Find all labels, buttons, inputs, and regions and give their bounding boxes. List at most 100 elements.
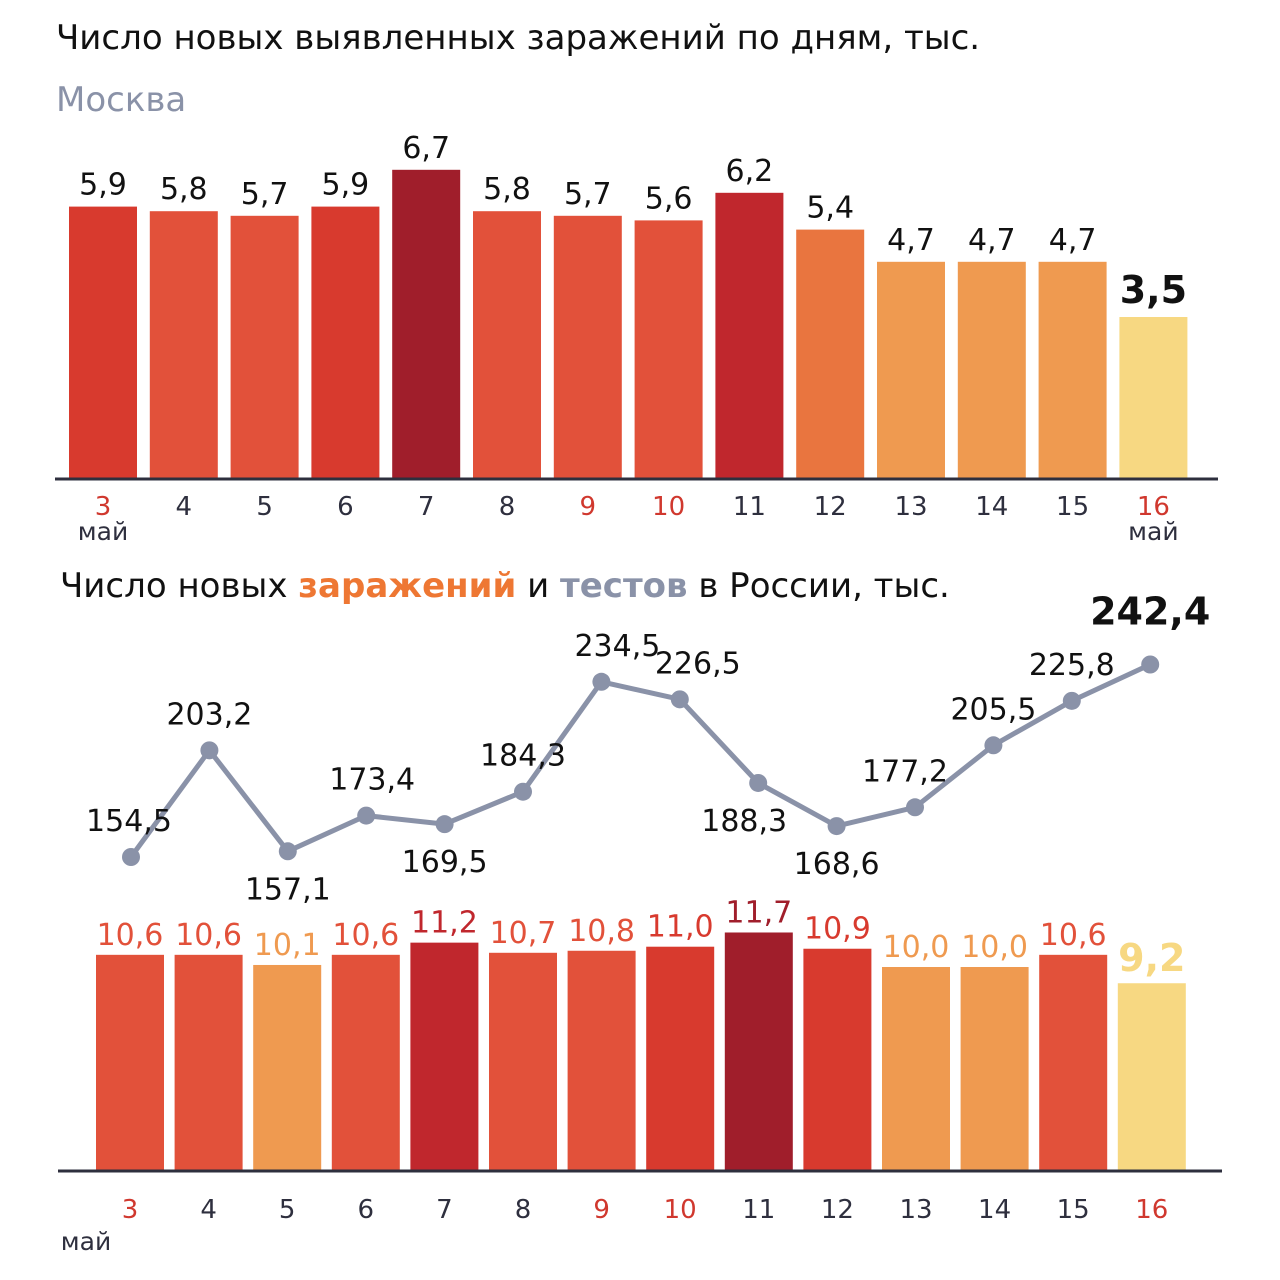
line-data-label: 157,1 [245, 872, 331, 907]
bar [311, 206, 380, 478]
data-point [592, 672, 611, 691]
tick-label: 10 [652, 492, 685, 522]
line-data-label: 173,4 [329, 763, 415, 798]
data-label: 10,6 [332, 918, 399, 953]
tick-label: 6 [358, 1195, 375, 1225]
tick-label: 15 [1057, 1195, 1090, 1225]
month-label: май [61, 1227, 111, 1256]
tick-label: 4 [176, 492, 193, 522]
data-point [1141, 655, 1160, 674]
bar [553, 215, 622, 479]
data-label: 5,9 [322, 168, 370, 203]
data-point [357, 806, 376, 825]
tick-label: 7 [436, 1195, 453, 1225]
tick-label: 8 [515, 1195, 532, 1225]
data-point [278, 842, 297, 861]
bar [646, 946, 715, 1170]
bar [473, 211, 541, 478]
bar [392, 169, 461, 479]
tick-label: 14 [975, 492, 1008, 522]
tick-label: 5 [256, 492, 273, 522]
title-part-tests: тестов [560, 566, 688, 606]
data-point [1062, 691, 1081, 710]
data-label: 11,7 [725, 895, 792, 930]
line-data-label: 184,3 [480, 739, 566, 774]
bar [149, 211, 218, 478]
line-data-label: 234,5 [574, 629, 660, 664]
bar [803, 948, 872, 1170]
bar [877, 261, 945, 478]
moscow-bar-chart: 5,9 3 5,8 4 5,7 5 5,9 6 6,7 7 5,8 8 5,7 9 5,6 10 6,2 11 5,… [55, 131, 1218, 546]
tick-label: 3 [122, 1195, 139, 1225]
bar [567, 950, 636, 1170]
data-label: 10,9 [804, 912, 871, 947]
bar [331, 954, 400, 1170]
bar [1039, 954, 1108, 1170]
tick-label: 13 [899, 1195, 932, 1225]
line-data-label: 205,5 [950, 692, 1036, 727]
data-label: 6,7 [402, 131, 450, 166]
chart-title-moscow: Число новых выявленных заражений по дням… [56, 18, 981, 58]
bar [489, 952, 557, 1170]
data-label: 5,8 [160, 172, 208, 207]
tick-label: 13 [894, 492, 927, 522]
tick-label: 3 [95, 492, 112, 522]
tick-label: 11 [733, 492, 766, 522]
title-part-prefix: Число новых [60, 566, 299, 606]
bar [174, 954, 243, 1170]
data-label: 11,0 [647, 910, 714, 945]
bar [69, 206, 137, 478]
data-label: 5,6 [645, 181, 693, 216]
bar [634, 220, 703, 478]
line-data-label: 168,6 [794, 847, 880, 882]
tick-label: 12 [814, 492, 847, 522]
chart-title-russia: Число новых заражений и тестов в России,… [60, 566, 950, 606]
line-data-label: 242,4 [1090, 589, 1210, 633]
bar [1038, 261, 1107, 478]
data-label: 10,6 [97, 918, 164, 953]
data-point [122, 848, 140, 866]
bar [796, 229, 865, 478]
data-point [749, 773, 768, 792]
bar [724, 932, 793, 1170]
tick-label: 16 [1135, 1195, 1168, 1225]
data-label: 5,7 [564, 177, 612, 212]
tests-line [128, 662, 1152, 859]
bar [230, 215, 299, 479]
data-label: 5,4 [806, 191, 854, 226]
tick-label: 7 [418, 492, 435, 522]
bar [957, 261, 1026, 478]
bar [410, 942, 479, 1170]
tick-label: 12 [821, 1195, 854, 1225]
bar [253, 964, 322, 1170]
title-part-and: и [516, 566, 561, 606]
data-point [984, 736, 1003, 755]
data-label: 10,6 [175, 918, 242, 953]
data-label: 10,6 [1040, 918, 1107, 953]
line-data-label: 177,2 [862, 754, 948, 789]
tick-label: 11 [742, 1195, 775, 1225]
title-part-infections: заражений [298, 566, 517, 606]
tick-label: 9 [593, 1195, 610, 1225]
data-label: 10,7 [490, 916, 557, 951]
data-label: 4,7 [968, 223, 1016, 258]
line-data-label: 226,5 [655, 646, 741, 681]
bar [96, 954, 164, 1170]
data-point [200, 741, 219, 760]
month-label: май [78, 517, 128, 546]
data-label: 3,5 [1120, 268, 1187, 312]
tick-label: 4 [200, 1195, 217, 1225]
data-label: 11,2 [411, 906, 478, 941]
data-label: 4,7 [1049, 223, 1097, 258]
tick-label: 6 [337, 492, 354, 522]
tick-label: 16 [1137, 492, 1170, 522]
tick-label: 9 [580, 492, 597, 522]
tick-label: 14 [978, 1195, 1011, 1225]
data-label: 9,2 [1118, 936, 1185, 980]
data-label: 10,8 [568, 914, 635, 949]
line-data-label: 169,5 [402, 845, 488, 880]
chart-subtitle-moscow: Москва [56, 80, 187, 120]
data-point [827, 817, 846, 836]
bar [715, 192, 784, 479]
title-part-suffix: в России, тыс. [687, 566, 950, 606]
